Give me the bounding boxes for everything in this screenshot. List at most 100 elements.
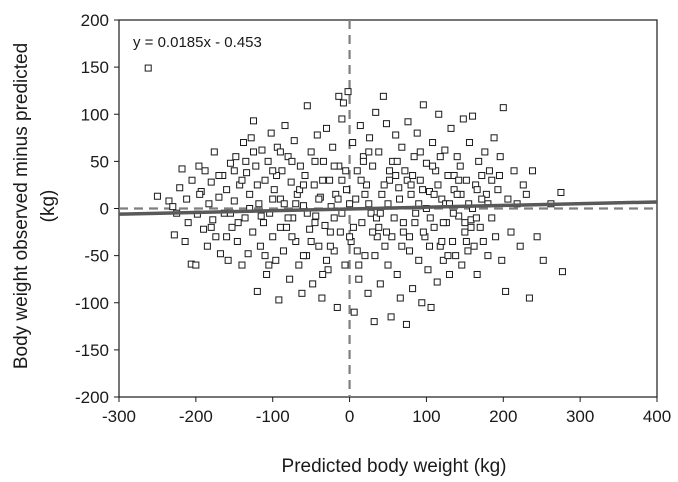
data-point xyxy=(386,176,394,184)
data-point xyxy=(382,120,390,128)
data-point xyxy=(321,221,329,229)
data-point xyxy=(216,250,224,258)
data-point xyxy=(426,242,434,250)
data-point xyxy=(447,124,455,132)
data-point xyxy=(228,223,236,231)
data-point xyxy=(357,176,365,184)
data-point xyxy=(413,129,421,137)
data-point xyxy=(502,287,510,295)
data-point xyxy=(416,148,424,156)
data-point xyxy=(338,209,346,217)
y-axis-label: Body weight observed minus predicted (kg… xyxy=(11,43,59,369)
data-point xyxy=(344,88,352,96)
data-point xyxy=(338,115,346,123)
data-point xyxy=(436,153,444,161)
y-tick-label: 100 xyxy=(81,105,109,124)
data-point xyxy=(238,176,246,184)
data-point xyxy=(309,280,317,288)
data-point xyxy=(232,153,240,161)
data-point xyxy=(519,181,527,189)
data-point xyxy=(263,270,271,278)
data-point xyxy=(407,190,415,198)
data-point xyxy=(438,237,446,245)
data-point xyxy=(188,176,196,184)
data-point xyxy=(318,294,326,302)
data-point xyxy=(510,167,518,175)
data-point xyxy=(352,195,360,203)
data-point xyxy=(415,256,423,264)
data-point xyxy=(349,139,357,147)
data-point xyxy=(292,200,300,208)
data-point xyxy=(403,176,411,184)
x-tick-label: -300 xyxy=(102,407,136,426)
data-point xyxy=(371,252,379,260)
data-point xyxy=(250,148,257,156)
data-point xyxy=(399,219,407,227)
data-point xyxy=(418,299,426,307)
data-point xyxy=(558,268,566,276)
data-point xyxy=(238,261,246,269)
data-point xyxy=(315,242,323,250)
x-tick-label: -200 xyxy=(179,407,213,426)
data-point xyxy=(427,303,435,311)
data-point xyxy=(276,195,284,203)
data-point xyxy=(144,64,152,72)
y-tick-label: -200 xyxy=(75,388,109,407)
data-point xyxy=(258,146,266,154)
data-point xyxy=(339,99,347,107)
data-point xyxy=(355,275,363,283)
data-point xyxy=(230,167,238,175)
data-point xyxy=(478,172,486,180)
data-point xyxy=(276,223,284,231)
data-point xyxy=(273,172,281,180)
data-point xyxy=(288,233,296,241)
data-point xyxy=(323,256,331,264)
data-point xyxy=(445,270,453,278)
data-point xyxy=(452,252,460,260)
data-point xyxy=(303,102,311,110)
data-point xyxy=(215,172,223,180)
data-point xyxy=(184,219,192,227)
data-point xyxy=(181,237,189,245)
data-point xyxy=(203,242,211,250)
x-tick-label: 0 xyxy=(345,407,354,426)
x-tick-label: 300 xyxy=(566,407,594,426)
data-point xyxy=(539,256,547,264)
data-point xyxy=(435,110,443,118)
data-point xyxy=(399,228,407,236)
data-point xyxy=(330,214,338,222)
x-tick-label: 100 xyxy=(412,407,440,426)
y-tick-label: -150 xyxy=(75,341,109,360)
data-point xyxy=(422,159,430,167)
data-point xyxy=(281,122,289,130)
data-point xyxy=(461,219,469,227)
data-point xyxy=(226,159,234,167)
data-point xyxy=(430,223,438,231)
x-tick-label: 400 xyxy=(643,407,671,426)
y-axis-label-line-2: (kg) xyxy=(38,190,59,223)
data-point xyxy=(267,129,275,137)
data-point xyxy=(207,223,215,231)
y-tick-label: 150 xyxy=(81,58,109,77)
data-point xyxy=(496,153,504,161)
data-point xyxy=(261,252,269,260)
data-point xyxy=(404,118,412,126)
data-point xyxy=(283,223,291,231)
y-axis-label-line-1: Body weight observed minus predicted xyxy=(11,43,32,369)
y-tick-label: -100 xyxy=(75,294,109,313)
data-point xyxy=(278,167,286,175)
data-point xyxy=(165,197,173,205)
data-point xyxy=(290,137,298,145)
data-point xyxy=(200,225,208,233)
data-point xyxy=(358,219,366,227)
data-point xyxy=(498,256,506,264)
data-point xyxy=(299,202,307,210)
data-point xyxy=(342,186,350,194)
data-point xyxy=(326,176,334,184)
data-point xyxy=(488,214,496,222)
trend-line-group xyxy=(118,200,658,216)
data-point xyxy=(384,261,392,269)
data-point xyxy=(170,231,178,239)
data-point xyxy=(312,212,320,220)
